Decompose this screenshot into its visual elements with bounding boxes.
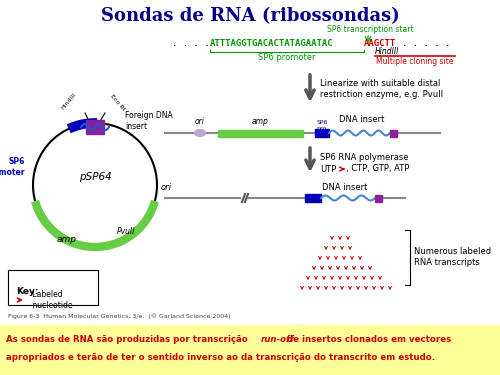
Text: Labeled
 nucleotide: Labeled nucleotide bbox=[30, 290, 72, 310]
Bar bbox=[218, 129, 303, 136]
Text: DNA insert: DNA insert bbox=[322, 183, 368, 192]
Bar bbox=[0, 325, 500, 375]
Text: SP6 promoter: SP6 promoter bbox=[258, 53, 316, 62]
Text: Linearize with suitable distal
restriction enzyme, e.g. PvuII: Linearize with suitable distal restricti… bbox=[320, 79, 443, 99]
Text: ATTTAGGTGACACTATAGAATAC: ATTTAGGTGACACTATAGAATAC bbox=[210, 39, 334, 48]
Text: run-off: run-off bbox=[261, 334, 294, 344]
Text: ori: ori bbox=[195, 117, 205, 126]
Text: MCS: MCS bbox=[86, 124, 104, 130]
Text: . . . . . .: . . . . . . bbox=[172, 39, 231, 48]
Text: DNA insert: DNA insert bbox=[340, 116, 384, 124]
Text: . . . . .: . . . . . bbox=[402, 39, 450, 48]
Bar bbox=[390, 129, 397, 136]
Bar bbox=[86, 120, 104, 134]
Text: Multiple cloning site: Multiple cloning site bbox=[376, 57, 454, 66]
Text: de insertos clonados em vectores: de insertos clonados em vectores bbox=[284, 334, 451, 344]
Text: Figure 6-3  Human Molecular Genetics, 3/e.  (© Garland Science 2004): Figure 6-3 Human Molecular Genetics, 3/e… bbox=[8, 313, 230, 319]
Text: Foreign DNA
insert: Foreign DNA insert bbox=[125, 111, 173, 131]
Bar bbox=[375, 195, 382, 201]
Text: As sondas de RNA são produzidas por transcrição: As sondas de RNA são produzidas por tran… bbox=[6, 334, 251, 344]
Text: AAGCTT: AAGCTT bbox=[364, 39, 396, 48]
Text: SP6 transcription start: SP6 transcription start bbox=[326, 26, 414, 34]
Text: ori: ori bbox=[161, 183, 172, 192]
Bar bbox=[305, 194, 321, 202]
Bar bbox=[8, 270, 98, 305]
Text: amp: amp bbox=[252, 117, 268, 126]
Text: UTP: UTP bbox=[320, 165, 336, 174]
Text: Key:: Key: bbox=[16, 288, 38, 297]
Text: PvuII: PvuII bbox=[117, 226, 136, 236]
Text: , CTP, GTP, ATP: , CTP, GTP, ATP bbox=[346, 165, 410, 174]
Text: pSP64: pSP64 bbox=[78, 172, 112, 182]
Ellipse shape bbox=[194, 129, 205, 136]
Text: HindIII: HindIII bbox=[60, 92, 77, 111]
Text: amp: amp bbox=[57, 234, 77, 243]
Bar bbox=[315, 129, 329, 137]
Text: Sondas de RNA (ribossondas): Sondas de RNA (ribossondas) bbox=[100, 7, 400, 25]
Text: HindIII: HindIII bbox=[375, 46, 400, 56]
Text: apropriados e terão de ter o sentido inverso ao da transcrição do transcrito em : apropriados e terão de ter o sentido inv… bbox=[6, 352, 435, 362]
Text: SP6
promoter: SP6 promoter bbox=[0, 157, 25, 177]
Text: SP6 RNA polymerase: SP6 RNA polymerase bbox=[320, 153, 408, 162]
Text: Numerous labeled
RNA transcripts: Numerous labeled RNA transcripts bbox=[414, 247, 491, 267]
Text: SP6
pro: SP6 pro bbox=[316, 120, 328, 131]
Text: Eco RI: Eco RI bbox=[109, 93, 126, 111]
